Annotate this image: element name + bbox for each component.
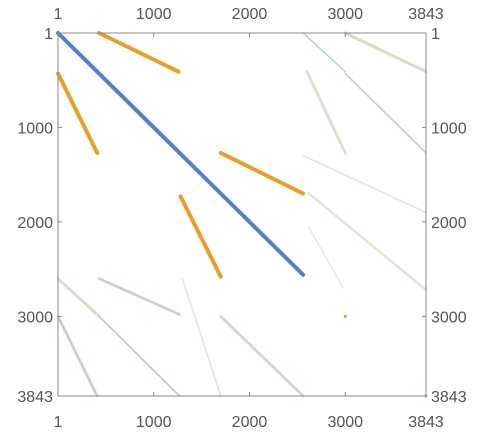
band-main-diagonal bbox=[56, 31, 306, 277]
x-tick-label-bottom-3843: 3843 bbox=[408, 414, 444, 431]
matrix-points bbox=[343, 314, 428, 398]
y-tick-label-left-3843: 3843 bbox=[17, 389, 53, 406]
band-lower-left-band-b2 bbox=[98, 278, 181, 315]
band-right-band-a bbox=[305, 70, 347, 155]
x-tick-label-top-2000: 2000 bbox=[232, 6, 268, 23]
x-tick-label-bottom-3000: 3000 bbox=[327, 414, 363, 431]
y-tick-label-right-2000: 2000 bbox=[431, 215, 467, 232]
plot-frame bbox=[57, 32, 427, 397]
band-left-block-band bbox=[56, 71, 100, 155]
y-tick-label-right-3000: 3000 bbox=[431, 309, 467, 326]
band-mid-right-band bbox=[218, 150, 306, 196]
band-right-faint-b bbox=[307, 192, 428, 292]
x-tick-label-bottom-1000: 1000 bbox=[136, 414, 172, 431]
y-tick-label-left-2000: 2000 bbox=[17, 215, 53, 232]
matrix-point-0 bbox=[343, 314, 347, 318]
x-tick-label-top-3000: 3000 bbox=[327, 6, 363, 23]
x-tick-label-bottom-2000: 2000 bbox=[232, 414, 268, 431]
tick-marks bbox=[57, 32, 427, 397]
band-upper-block-band bbox=[97, 31, 181, 74]
band-lower-left-band-d2 bbox=[98, 315, 181, 397]
y-tick-label-left-3000: 3000 bbox=[17, 309, 53, 326]
x-tick-label-bottom-1: 1 bbox=[54, 414, 63, 431]
band-top-right-band-a bbox=[302, 32, 347, 73]
band-lower-left-band-a bbox=[56, 277, 101, 318]
band-top-right-band-b bbox=[343, 31, 428, 74]
band-lower-left-band-c2 bbox=[57, 315, 98, 397]
band-right-faint-c bbox=[308, 226, 345, 289]
band-right-faint-a bbox=[302, 154, 427, 214]
y-tick-label-left-1: 1 bbox=[44, 26, 53, 43]
band-mid-left-band bbox=[178, 194, 223, 279]
matrix-bands bbox=[56, 31, 428, 398]
band-lower-mid-band-c bbox=[220, 315, 304, 397]
x-tick-label-top-1: 1 bbox=[54, 6, 63, 23]
band-lower-mid-band-a bbox=[181, 277, 222, 397]
y-tick-label-left-1000: 1000 bbox=[17, 120, 53, 137]
x-tick-label-top-3843: 3843 bbox=[408, 6, 444, 23]
band-right-band-b2 bbox=[344, 73, 427, 154]
y-tick-label-right-1000: 1000 bbox=[431, 120, 467, 137]
x-tick-label-top-1000: 1000 bbox=[136, 6, 172, 23]
y-tick-label-right-3843: 3843 bbox=[431, 389, 467, 406]
y-tick-label-right-1: 1 bbox=[431, 26, 440, 43]
